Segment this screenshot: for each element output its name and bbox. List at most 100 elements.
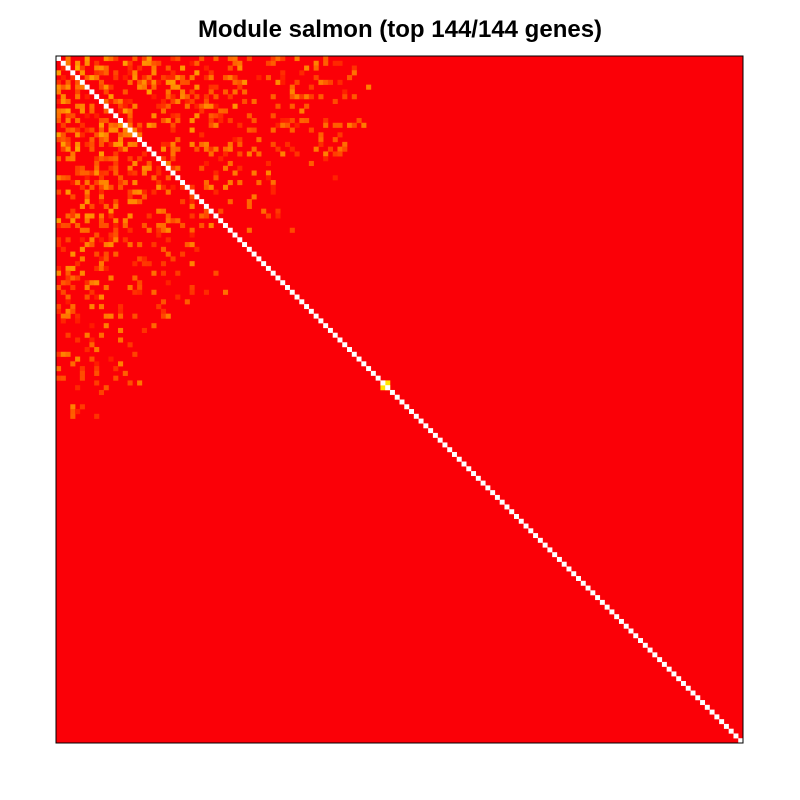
heatmap-cell	[275, 103, 281, 109]
heatmap-cell	[251, 118, 257, 124]
heatmap-cell	[203, 98, 209, 105]
heatmap-cell	[337, 151, 343, 157]
heatmap-cells	[56, 56, 744, 744]
heatmap-cell	[227, 146, 233, 152]
heatmap-cell	[103, 137, 109, 143]
heatmap-cell	[165, 79, 171, 85]
heatmap-cell	[280, 151, 286, 157]
heatmap-diagonal-cell	[285, 285, 290, 290]
heatmap-cell	[70, 251, 76, 257]
heatmap-cell	[151, 323, 157, 329]
heatmap-cell	[184, 79, 190, 85]
heatmap-cell	[122, 132, 128, 138]
heatmap-cell	[103, 265, 109, 271]
heatmap-cell	[237, 141, 243, 147]
heatmap-cell	[141, 151, 147, 157]
heatmap-diagonal-cell	[103, 103, 109, 109]
heatmap-diagonal-cell	[361, 361, 367, 367]
heatmap-cell	[89, 203, 95, 209]
heatmap-cell	[118, 313, 124, 319]
heatmap-cell	[265, 160, 271, 167]
heatmap-cell	[151, 175, 157, 181]
heatmap-cell	[141, 60, 147, 66]
heatmap-diagonal-cell	[304, 304, 310, 310]
heatmap-cell	[246, 151, 252, 157]
heatmap-cell	[151, 189, 157, 195]
heatmap-cell	[122, 218, 128, 224]
heatmap-cell	[132, 127, 138, 133]
heatmap-cell	[232, 75, 238, 81]
heatmap-diagonal-cell	[618, 618, 624, 624]
heatmap-cell	[332, 175, 338, 181]
heatmap-cell	[299, 108, 305, 114]
heatmap-cell	[208, 146, 214, 152]
heatmap-cell	[132, 261, 138, 267]
heatmap-cell	[289, 103, 295, 109]
heatmap-diagonal-cell	[585, 585, 591, 591]
heatmap-diagonal-cell	[380, 380, 386, 386]
heatmap-cell	[208, 151, 214, 157]
heatmap-cell	[160, 75, 167, 81]
heatmap-cell	[156, 170, 162, 176]
heatmap-cell	[189, 199, 195, 205]
heatmap-cell	[70, 218, 76, 224]
heatmap-cell	[175, 146, 181, 152]
heatmap-cell	[84, 285, 90, 291]
heatmap-cell	[103, 203, 109, 209]
heatmap-cell	[75, 180, 81, 186]
heatmap-cell	[98, 304, 105, 310]
heatmap-cell	[160, 313, 167, 319]
heatmap-cell	[156, 304, 162, 310]
heatmap-diagonal-cell	[485, 485, 491, 491]
heatmap-cell	[103, 132, 109, 138]
heatmap-cell	[180, 65, 186, 71]
heatmap-cell	[103, 170, 109, 176]
heatmap-cell	[156, 79, 162, 85]
heatmap-cell	[137, 242, 143, 248]
heatmap-cell	[156, 184, 162, 190]
heatmap-cell	[84, 294, 90, 300]
heatmap-diagonal-cell	[447, 447, 453, 453]
heatmap-cell	[189, 75, 195, 81]
heatmap-cell	[127, 213, 133, 219]
heatmap-cell	[94, 75, 100, 81]
heatmap-diagonal-cell	[175, 175, 181, 181]
heatmap-cell	[222, 151, 229, 157]
heatmap-cell	[175, 165, 181, 171]
heatmap-cell	[194, 146, 200, 152]
heatmap-cell	[256, 180, 262, 186]
heatmap-cell	[141, 189, 147, 195]
heatmap-cell	[146, 213, 152, 219]
heatmap-cell	[65, 141, 71, 147]
heatmap-cell	[118, 175, 124, 181]
heatmap-cell	[60, 313, 66, 319]
heatmap-cell	[98, 194, 105, 200]
heatmap-diagonal-cell	[432, 432, 438, 438]
heatmap-cell	[170, 127, 176, 133]
heatmap-cell	[60, 280, 66, 286]
heatmap-cell	[332, 122, 338, 128]
heatmap-cell	[84, 127, 90, 133]
heatmap-cell	[299, 94, 305, 100]
heatmap-diagonal-cell	[456, 456, 462, 462]
heatmap-cell	[189, 141, 195, 147]
heatmap-cell	[203, 289, 209, 295]
heatmap-cell	[60, 141, 66, 147]
heatmap-cell	[137, 189, 143, 195]
heatmap-cell	[118, 337, 124, 343]
heatmap-cell	[75, 261, 81, 267]
heatmap-cell	[75, 132, 81, 138]
heatmap-cell	[280, 75, 286, 81]
heatmap-cell	[285, 141, 291, 147]
heatmap-cell	[98, 332, 105, 338]
heatmap-cell	[203, 160, 209, 167]
heatmap-cell	[189, 261, 195, 267]
heatmap-cell	[127, 98, 133, 105]
heatmap-cell	[75, 409, 81, 415]
heatmap-cell	[56, 98, 62, 105]
heatmap-cell	[108, 84, 114, 90]
heatmap-diagonal-cell	[552, 552, 558, 558]
heatmap-cell	[165, 313, 171, 319]
heatmap-cell	[89, 304, 95, 310]
